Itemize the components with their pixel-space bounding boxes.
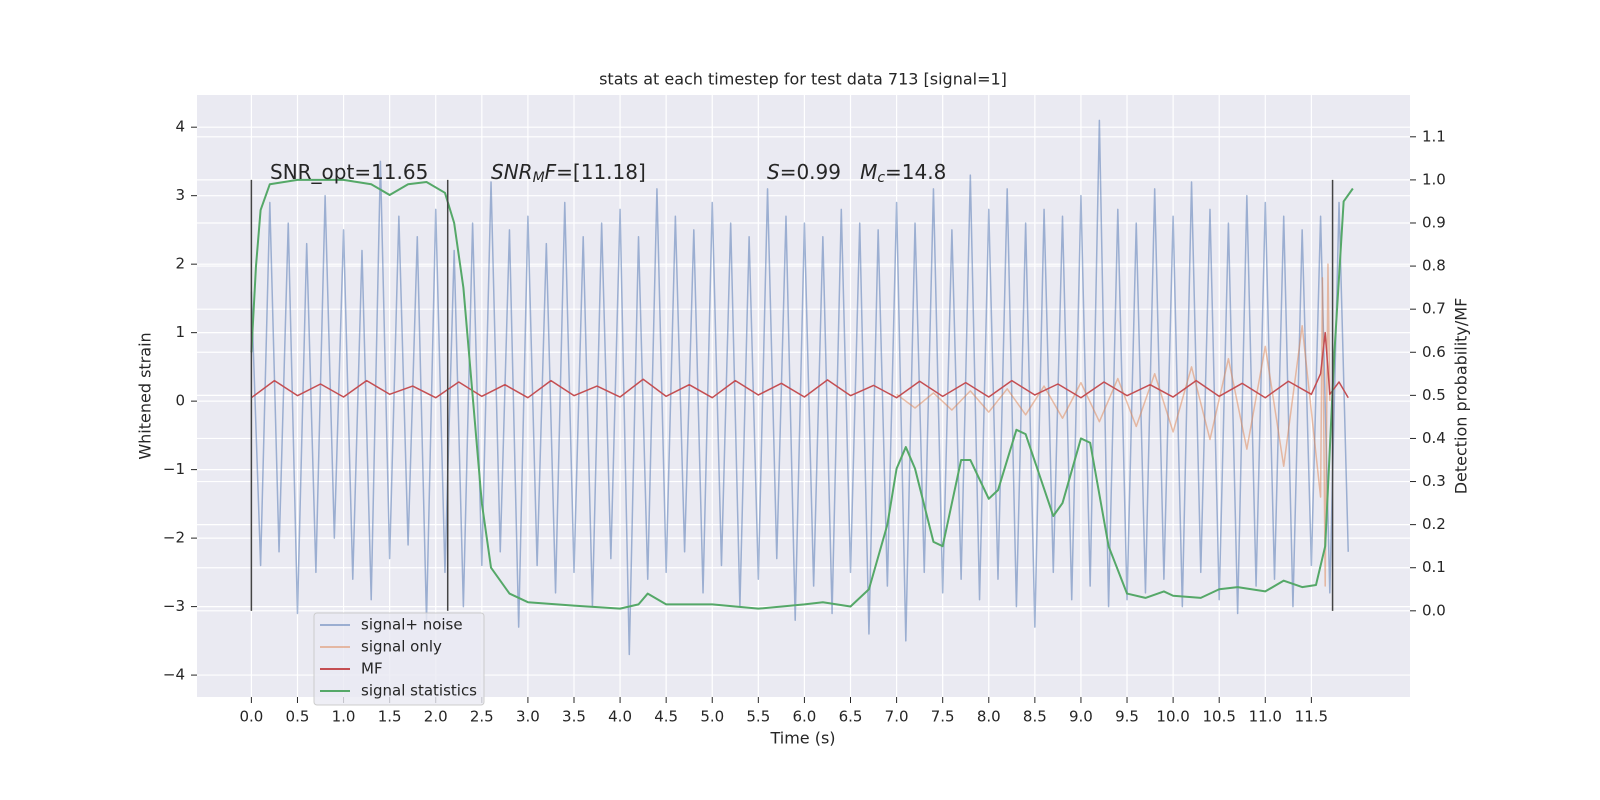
- annotation-part: =[11.18]: [556, 160, 646, 184]
- x-tick-label: 6.0: [792, 708, 816, 726]
- x-tick-label: 3.5: [562, 708, 586, 726]
- x-tick-label: 3.0: [516, 708, 540, 726]
- annotation-part: =14.8: [885, 160, 946, 184]
- x-tick-label: 1.0: [332, 708, 356, 726]
- annotation-part: M: [860, 160, 877, 184]
- axes: 0.0 0.5 1.0 1.5 2.0 2.5 3.0 3.5 4.0 4.5 5.0 5.5 6.0 6…: [163, 118, 1446, 726]
- y-tick-label: 1: [175, 323, 185, 341]
- x-tick-label: 10.0: [1156, 708, 1189, 726]
- y-tick-label: 2: [175, 255, 185, 273]
- y-axis-label: Whitened strain: [136, 332, 155, 459]
- series-line: [250, 178, 1354, 610]
- x-tick-label: 5.0: [700, 708, 724, 726]
- annotation-part: M: [533, 170, 545, 186]
- y-tick-label: −3: [163, 597, 185, 615]
- annotation: S=0.99 Mc=14.8: [767, 160, 946, 187]
- y2-tick-label: 0.0: [1422, 601, 1446, 619]
- x-tick-label: 11.0: [1249, 708, 1282, 726]
- x-tick-label: 0.0: [239, 708, 263, 726]
- annotation: SNRMF=[11.18]: [491, 160, 646, 187]
- legend-label: MF: [361, 660, 383, 678]
- x-tick-label: 5.5: [746, 708, 770, 726]
- x-tick-label: 2.0: [424, 708, 448, 726]
- x-axis-label: Time (s): [769, 729, 835, 748]
- y2-tick-label: 1.0: [1422, 170, 1446, 188]
- annotation-part: S: [767, 160, 780, 184]
- y2-tick-label: 1.1: [1422, 127, 1446, 145]
- series-line: [896, 263, 1331, 587]
- x-tick-label: 10.5: [1202, 708, 1235, 726]
- x-tick-label: 9.5: [1115, 708, 1139, 726]
- y2-axis-label: Detection probability/MF: [1452, 298, 1471, 495]
- legend-label: signal only: [361, 638, 442, 656]
- legend-box: [313, 612, 485, 706]
- legend-label: signal statistics: [361, 682, 477, 700]
- y2-tick-label: 0.1: [1422, 558, 1446, 576]
- legend: signal+ noise signal only MF signal statist…: [313, 612, 485, 706]
- y2-tick-label: 0.2: [1422, 515, 1446, 533]
- y-tick-label: 3: [175, 186, 185, 204]
- x-tick-label: 6.5: [839, 708, 863, 726]
- annotation-part: F: [545, 160, 557, 184]
- x-tick-label: 7.5: [931, 708, 955, 726]
- x-tick-label: 7.0: [885, 708, 909, 726]
- y2-tick-label: 0.6: [1422, 343, 1446, 361]
- y2-tick-label: 0.3: [1422, 472, 1446, 490]
- y2-tick-label: 0.4: [1422, 429, 1446, 447]
- y2-tick-label: 0.8: [1422, 257, 1446, 275]
- x-tick-label: 9.0: [1069, 708, 1093, 726]
- y2-tick-label: 0.5: [1422, 386, 1446, 404]
- y-tick-label: 4: [175, 118, 185, 136]
- y2-tick-label: 0.7: [1422, 300, 1446, 318]
- chart-title: stats at each timestep for test data 713…: [599, 70, 1007, 89]
- series-line: [250, 119, 1349, 656]
- x-tick-label: 4.0: [608, 708, 632, 726]
- y-tick-label: −2: [163, 529, 185, 547]
- x-tick-label: 8.0: [977, 708, 1001, 726]
- x-tick-label: 1.5: [378, 708, 402, 726]
- y2-tick-label: 0.9: [1422, 213, 1446, 231]
- y-tick-label: −1: [163, 460, 185, 478]
- y-tick-label: −4: [163, 666, 185, 684]
- x-tick-label: 4.5: [654, 708, 678, 726]
- plot-area: [250, 119, 1354, 656]
- annotation-part: SNR_opt=11.65: [270, 160, 428, 184]
- legend-label: signal+ noise: [361, 616, 463, 634]
- annotation-part: c: [877, 170, 885, 186]
- annotation: SNR_opt=11.65: [270, 160, 428, 184]
- x-tick-label: 0.5: [286, 708, 310, 726]
- x-tick-label: 8.5: [1023, 708, 1047, 726]
- y-tick-label: 0: [175, 392, 185, 410]
- annotation-part: =0.99: [780, 160, 860, 184]
- annotation-part: SNR: [491, 160, 533, 184]
- x-tick-label: 11.5: [1295, 708, 1328, 726]
- x-tick-label: 2.5: [470, 708, 494, 726]
